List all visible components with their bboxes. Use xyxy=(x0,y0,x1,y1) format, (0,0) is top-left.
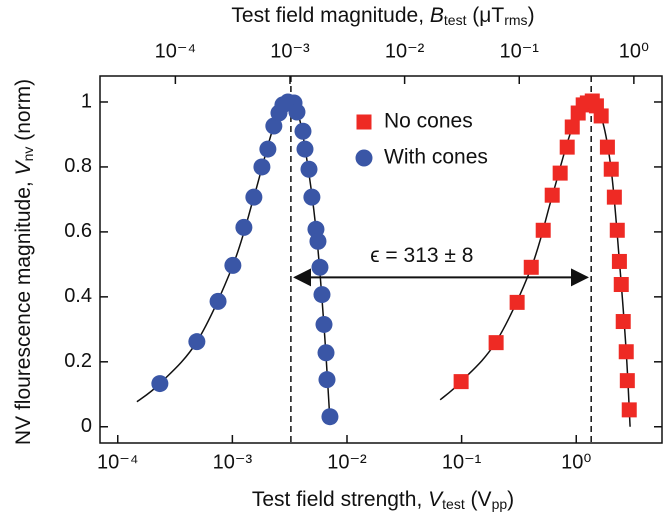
data-point xyxy=(535,222,551,238)
data-point xyxy=(613,277,629,293)
legend-marker xyxy=(356,114,372,130)
label-part: NV flourescence magnitude, xyxy=(12,175,35,445)
label-part: B xyxy=(430,4,444,27)
data-point xyxy=(188,333,206,351)
x2-tick-label: 10⁻³ xyxy=(270,40,310,62)
data-point xyxy=(318,371,336,389)
data-point xyxy=(300,160,318,178)
data-point xyxy=(311,258,329,276)
data-point xyxy=(309,232,327,250)
data-point xyxy=(564,119,580,135)
data-point xyxy=(618,344,634,360)
x2-tick-label: 10⁻⁴ xyxy=(155,40,196,62)
plot-frame xyxy=(99,75,663,444)
data-point xyxy=(151,375,169,393)
label-part: ) xyxy=(528,4,535,27)
x2-tick-label: 10⁻¹ xyxy=(500,40,540,62)
label-part: nv xyxy=(20,147,36,162)
label-part: V xyxy=(12,159,35,175)
x2-tick-label: 10⁰ xyxy=(619,40,649,62)
data-point xyxy=(599,139,615,155)
label-part: pp xyxy=(492,496,508,512)
label-part: rms xyxy=(504,12,527,28)
data-point xyxy=(259,140,277,158)
annotation: ϵ = 313 ± 8 xyxy=(370,244,473,267)
data-point xyxy=(593,108,609,124)
data-point xyxy=(235,218,253,236)
data-point xyxy=(288,103,306,121)
label-part: (V xyxy=(465,488,492,511)
label-part: Test field magnitude, xyxy=(231,4,429,27)
y-tick-label: 0.6 xyxy=(64,220,92,242)
data-point xyxy=(296,140,314,158)
data-point xyxy=(313,286,331,304)
data-point xyxy=(603,161,619,177)
data-point xyxy=(245,188,263,206)
data-point xyxy=(552,165,568,181)
data-point xyxy=(611,253,627,269)
data-point xyxy=(321,408,339,426)
y-axis-label: NV flourescence magnitude, Vnv (norm) xyxy=(12,79,36,445)
x-tick-label: 10⁻² xyxy=(327,451,367,473)
label-part: Test field strength, xyxy=(252,488,428,511)
data-point xyxy=(209,292,227,310)
legend-marker xyxy=(355,149,373,167)
x-tick-label: 10⁻⁴ xyxy=(97,451,138,473)
data-point xyxy=(265,117,283,135)
data-point xyxy=(523,259,539,275)
label-part: V xyxy=(428,488,444,511)
x-tick-label: 10⁰ xyxy=(561,451,591,473)
data-point xyxy=(224,256,242,274)
x2-axis-label: Test field magnitude, Btest (μTrms) xyxy=(231,4,534,28)
y-tick-label: 0.4 xyxy=(64,285,92,307)
data-point xyxy=(606,189,622,205)
data-point xyxy=(317,344,335,362)
x2-tick-label: 10⁻² xyxy=(385,40,425,62)
data-point xyxy=(619,373,635,389)
label-part: test xyxy=(442,496,465,512)
data-point xyxy=(315,315,333,333)
data-point xyxy=(609,222,625,238)
x-tick-label: 10⁻³ xyxy=(213,451,253,473)
label-part: ) xyxy=(507,488,514,511)
data-point xyxy=(488,335,504,351)
data-point xyxy=(453,374,469,390)
data-point xyxy=(615,314,631,330)
label-part: (norm) xyxy=(12,79,35,147)
y-tick-label: 1 xyxy=(81,90,92,112)
data-point xyxy=(253,158,271,176)
data-point xyxy=(509,294,525,310)
data-point xyxy=(303,188,321,206)
y-tick-label: 0 xyxy=(81,415,92,437)
legend-label: With cones xyxy=(384,146,488,169)
data-point xyxy=(294,122,312,140)
label-part: test xyxy=(444,12,467,28)
data-point xyxy=(621,402,637,418)
legend-label: No cones xyxy=(384,110,473,133)
y-tick-label: 0.8 xyxy=(64,155,92,177)
label-part: (μT xyxy=(466,4,504,27)
data-point xyxy=(559,139,575,155)
x-axis-label: Test field strength, Vtest (Vpp) xyxy=(252,488,514,512)
y-tick-label: 0.2 xyxy=(64,350,92,372)
data-point xyxy=(544,187,560,203)
x-tick-label: 10⁻¹ xyxy=(442,451,482,473)
